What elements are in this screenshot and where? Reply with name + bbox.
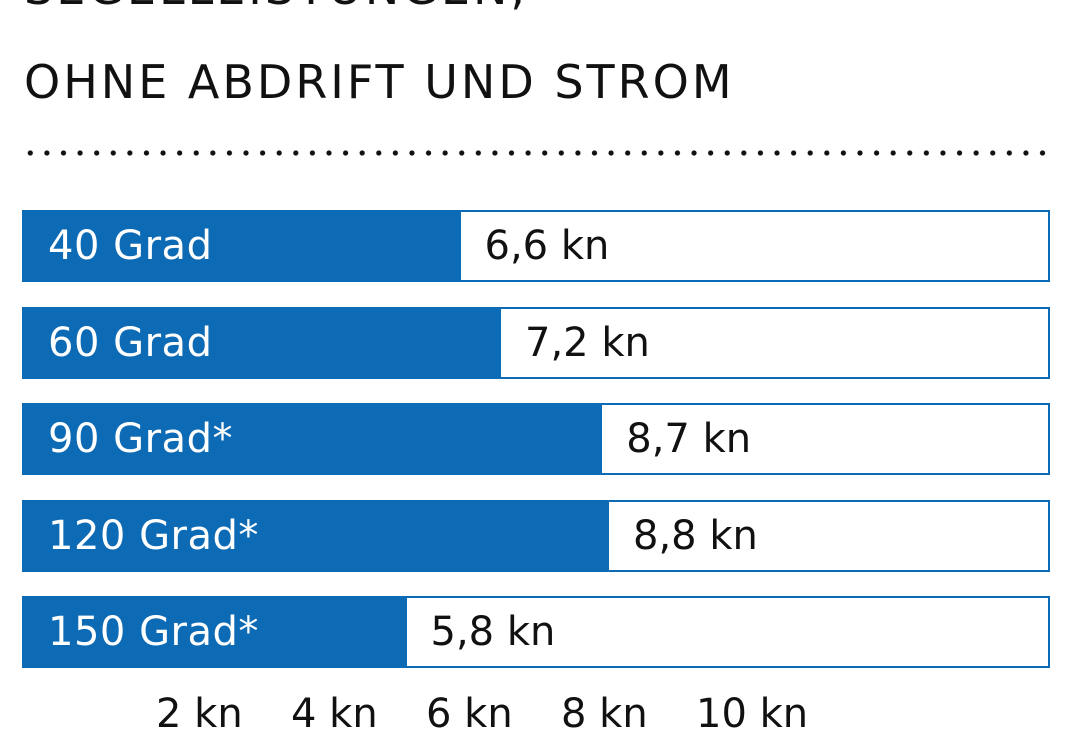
- x-tick-label: 4 kn: [291, 691, 378, 737]
- x-tick-label: 6 kn: [426, 691, 513, 737]
- x-tick-label: 10 kn: [696, 691, 809, 737]
- x-tick-label: 8 kn: [561, 691, 648, 737]
- bar-row: 150 Grad* 5,8 kn: [22, 596, 1050, 668]
- bar-category-label: 90 Grad*: [48, 416, 233, 462]
- bar: [24, 212, 461, 280]
- bar-row: 40 Grad 6,6 kn: [22, 210, 1050, 282]
- x-tick-label: 2 kn: [156, 691, 243, 737]
- bar-category-label: 40 Grad: [48, 223, 213, 269]
- chart-title-line-2: OHNE ABDRIFT UND STROM: [24, 55, 735, 109]
- bar: [24, 309, 501, 377]
- bar-row: 90 Grad* 8,7 kn: [22, 403, 1050, 475]
- bar-value-label: 7,2 kn: [525, 320, 650, 366]
- bar-value-label: 5,8 kn: [430, 609, 556, 655]
- bar: [24, 502, 609, 570]
- bar-category-label: 60 Grad: [48, 320, 213, 366]
- bar-row: 60 Grad 7,2 kn: [22, 307, 1050, 379]
- bar-value-label: 6,6 kn: [484, 223, 610, 269]
- bar-value-label: 8,8 kn: [633, 513, 758, 559]
- bar: [24, 598, 407, 666]
- bar: [24, 405, 603, 473]
- bar-category-label: 120 Grad*: [48, 513, 259, 559]
- bar-value-label: 8,7 kn: [626, 416, 752, 462]
- chart-title-line-1: SEGELLEISTUNGEN,: [24, 0, 528, 14]
- bar-category-label: 150 Grad*: [48, 609, 259, 655]
- bar-row: 120 Grad* 8,8 kn: [22, 500, 1050, 572]
- dotted-divider: [22, 149, 1054, 157]
